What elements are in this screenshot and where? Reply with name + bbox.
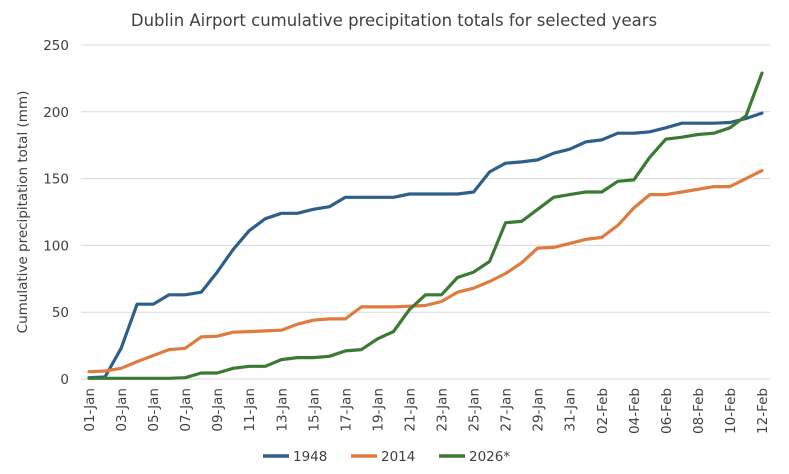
series-line-1948 — [87, 111, 764, 380]
x-tick-label: 27-Jan — [499, 388, 515, 432]
x-tick-label: 07-Jan — [178, 388, 194, 432]
x-tick-label: 01-Jan — [82, 388, 98, 432]
x-tick-label: 29-Jan — [531, 388, 547, 432]
x-tick-label: 17-Jan — [338, 388, 354, 432]
series-lines — [87, 71, 764, 380]
series-line-2026 — [87, 71, 764, 380]
x-tick-label: 21-Jan — [402, 388, 418, 432]
legend-label: 2014 — [381, 449, 415, 465]
x-tick-label: 23-Jan — [435, 388, 451, 432]
x-tick-label: 25-Jan — [467, 388, 483, 432]
x-tick-label: 05-Jan — [146, 388, 162, 432]
y-tick-label: 100 — [43, 238, 69, 254]
chart-title: Dublin Airport cumulative precipitation … — [131, 11, 657, 30]
y-axis-ticks: 0 50 100 150 200 250 — [43, 38, 69, 388]
x-tick-label: 03-Jan — [114, 388, 130, 432]
x-tick-label: 09-Jan — [210, 388, 226, 432]
x-tick-label: 12-Feb — [755, 388, 771, 434]
gridlines — [81, 44, 770, 380]
y-tick-label: 0 — [60, 372, 69, 388]
y-axis-label: Cumulative precipitation total (mm) — [15, 91, 31, 334]
x-tick-label: 15-Jan — [306, 388, 322, 432]
x-tick-label: 10-Feb — [723, 388, 739, 434]
y-tick-label: 250 — [43, 38, 69, 54]
legend-label: 2026* — [469, 449, 510, 465]
x-tick-label: 06-Feb — [659, 388, 675, 434]
x-tick-label: 19-Jan — [370, 388, 386, 432]
x-tick-label: 08-Feb — [691, 388, 707, 434]
x-tick-label: 11-Jan — [242, 388, 258, 432]
y-tick-label: 50 — [52, 305, 69, 321]
x-tick-label: 02-Feb — [595, 388, 611, 434]
x-tick-label: 04-Feb — [627, 388, 643, 434]
series-line-2014 — [87, 169, 764, 374]
y-tick-label: 150 — [43, 172, 69, 188]
legend: 1948 2014 2026* — [263, 449, 510, 465]
x-axis-ticks: 01-Jan 03-Jan 05-Jan 07-Jan 09-Jan 11-Jan 13-J… — [82, 388, 771, 434]
x-tick-label: 31-Jan — [563, 388, 579, 432]
y-tick-label: 200 — [43, 105, 69, 121]
legend-label: 1948 — [293, 449, 327, 465]
x-tick-label: 13-Jan — [274, 388, 290, 432]
